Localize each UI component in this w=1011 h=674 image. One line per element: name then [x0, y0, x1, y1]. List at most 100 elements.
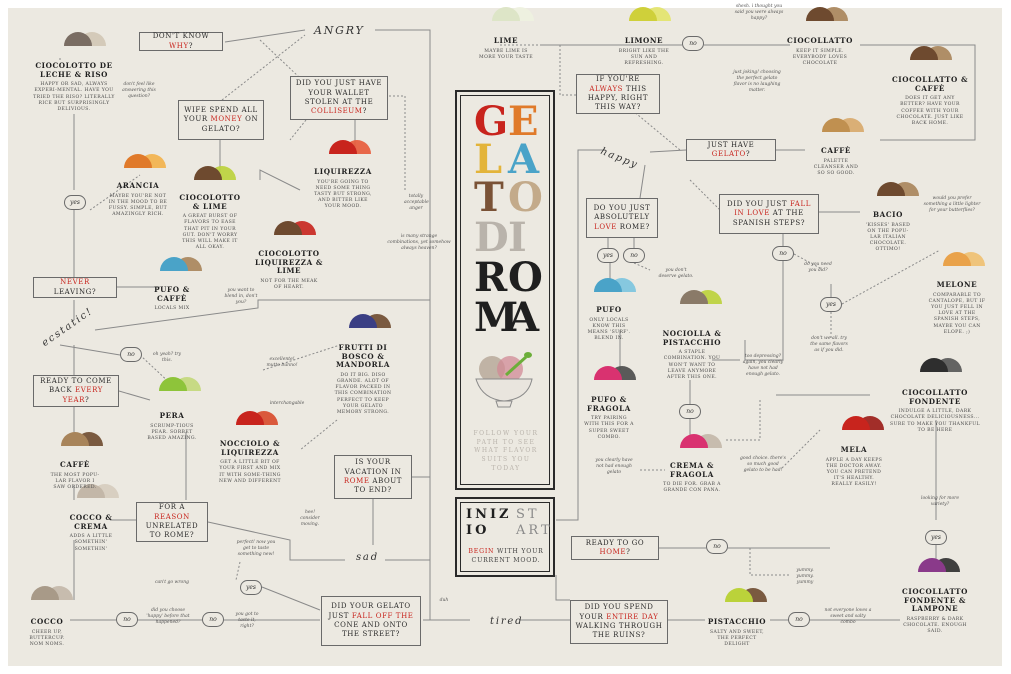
start-word-right-line1: ST [516, 507, 540, 522]
flavor-item: PERA SCRUMP-TIOUS PEAR. SORBET BASED AMAZ… [142, 411, 202, 442]
gelato-scoop-icon [77, 484, 119, 498]
gelato-scoop-icon [31, 586, 73, 600]
no-pill: no [116, 612, 138, 627]
question-highlight: GELATO [711, 150, 746, 158]
flavor-item: LIME MAYBE LIME IS MORE YOUR TASTE [471, 36, 541, 61]
yes-pill: yes [925, 530, 947, 545]
mood-angry: ANGRY [314, 24, 365, 37]
flavor-title: CIOCOLOTTO DE LECHE & RISO [35, 61, 113, 79]
flavor-item: CIOCOLOTTO DE LECHE & RISO HAPPY OR SAD, … [29, 61, 119, 113]
flavor-title: CIOCOLLATTO [787, 36, 853, 45]
flavor-item: CIOCOLLATTO & CAFFÈ DOES IT GET ANY BETTE… [890, 75, 970, 127]
side-note: yummy. yummy. yummy [796, 568, 814, 585]
start-begin: BEGIN [468, 548, 495, 555]
gelato-scoop-icon [725, 588, 767, 602]
mood-tired: tired [490, 616, 524, 627]
gelato-scoop-icon [918, 558, 960, 572]
question-text: WIFE SPEND ALL YOUR MONEY ON GELATO? [183, 106, 259, 134]
flavor-item: BACIO 'KISSES' BASED ON THE POPU-LAR ITAL… [858, 210, 918, 254]
title-card-inner [460, 95, 550, 485]
scoop-front [194, 166, 222, 180]
question-text-part: UNRELATED TO ROME? [145, 522, 199, 540]
question-text-part: DID YOU JUST [727, 199, 790, 208]
question-box: FOR A REASON UNRELATED TO ROME? [136, 502, 208, 542]
question-box: DID YOU JUST FALL IN LOVE AT THE SPANISH… [719, 194, 819, 234]
yes-pill: yes [64, 195, 86, 210]
scoop-front [64, 32, 92, 46]
start-box [455, 497, 555, 577]
side-note: totally acceptable anger [404, 194, 429, 211]
question-text-part: CONE AND ONTO THE STREET? [334, 621, 408, 639]
side-note: perfect! now you get to taste something … [236, 540, 276, 557]
flavor-title: CIOCOLLATTO FONDENTE & LAMPONE [902, 587, 968, 614]
gelato-scoop-icon [492, 7, 534, 21]
question-text-part: ? [188, 41, 194, 50]
side-note: oh yeah? try this. [152, 352, 182, 363]
question-highlight: LOVE [594, 222, 617, 231]
scoop-front [918, 558, 946, 572]
flavor-description: PALETTE CLEANSER AND SO SO GOOD. [813, 158, 859, 177]
flavor-title: LIQUIREZZA [314, 167, 372, 176]
flavor-description: YOU'RE GOING TO NEED SOME THING TASTY BU… [314, 179, 372, 210]
flavor-title: PUFO & FRAGOLA [587, 395, 631, 413]
gelato-scoop-icon [159, 377, 201, 391]
title-card [455, 90, 555, 490]
flavor-title: MELONE [936, 280, 978, 289]
question-text: DID YOU SPEND YOUR ENTIRE DAY WALKING TH… [575, 603, 663, 641]
scoop-front [910, 46, 938, 60]
bowl-scoop-left [479, 356, 505, 382]
question-text: DID YOUR GELATO JUST FALL OFF THE CONE A… [326, 602, 416, 640]
gelato-scoop-icon [806, 7, 848, 21]
scoop-front [680, 290, 708, 304]
question-highlight: REASON [154, 512, 190, 521]
flavor-title: LIMONE [624, 36, 664, 45]
flavor-item: NOCIOLLA & PISTACCHIO A STAPLE COMBINATIO… [657, 329, 727, 381]
gelato-scoop-icon [194, 166, 236, 180]
flavor-title: ARANCIA [116, 181, 160, 190]
flavor-description: SALTY AND SWEET, THE PERFECT DELIGHT [709, 629, 764, 648]
question-highlight: FALL OFF THE [351, 611, 414, 620]
flavor-description: INDULGE A LITTLE, DARK CHOCOLATE DELICIO… [890, 409, 980, 433]
scoop-front [594, 366, 622, 380]
no-pill: no [682, 36, 704, 51]
flavor-title: NOCIOLLA & PISTACCHIO [662, 329, 722, 347]
flavor-title: CIOCOLOTTO & LIME [179, 193, 241, 211]
side-note: good choice. there's so much good gelato… [740, 456, 786, 473]
title-letter: M [474, 294, 519, 341]
title-letter: O [508, 254, 543, 301]
question-text: IF YOU'RE ALWAYS THIS HAPPY, RIGHT THIS … [581, 75, 655, 113]
side-note: you got to taste it, right? [235, 612, 259, 629]
question-text-part: READY TO COME BACK [40, 376, 112, 395]
scoop-front [124, 154, 152, 168]
title-letter: R [474, 254, 508, 301]
scoop-front [492, 7, 520, 21]
start-word-right-line2: ART [516, 523, 553, 539]
question-highlight: HOME [599, 548, 627, 556]
question-text: READY TO COME BACK EVERY YEAR? [38, 377, 114, 405]
question-box: DON'T KNOW WHY? [139, 32, 223, 51]
start-begin-rest: WITH YOUR CURRENT MOOD. [471, 548, 544, 564]
gelato-scoop-icon [160, 257, 202, 271]
question-text: DID YOU JUST FALL IN LOVE AT THE SPANISH… [724, 200, 814, 228]
bowl-base [495, 400, 513, 408]
question-highlight: FALL IN LOVE [734, 199, 811, 218]
flavor-description: CHEER UP, BUTTERCUP. NOM NOMS. [29, 629, 65, 648]
flavor-title: FRUTTI DI BOSCO & MANDORLA [336, 343, 390, 370]
flavor-title: CIOCOLLATTO FONDENTE [902, 388, 968, 406]
scoop-front [943, 252, 971, 266]
question-text-part: JUST HAVE [707, 140, 755, 149]
question-text-part: IF YOU'RE [596, 75, 640, 84]
gelato-scoop-icon [629, 7, 671, 21]
title-letter: D [474, 214, 509, 261]
question-highlight: ENTIRE DAY [606, 612, 659, 621]
flavor-item: CAFFÈ THE MOST POPU-LAR FLAVOR I SAW ORDE… [45, 460, 105, 491]
flavor-item: PISTACCHIO SALTY AND SWEET, THE PERFECT D… [702, 617, 772, 648]
no-pill: no [623, 248, 645, 263]
scoop-front [920, 358, 948, 372]
question-text-part: ? [85, 395, 90, 404]
no-pill: no [679, 404, 701, 419]
question-box: DO YOU JUST ABSOLUTELY LOVE ROME? [586, 198, 658, 238]
scoop-front [236, 411, 264, 425]
flavor-description: TRY PAIRING WITH THIS FOR A SUPER SWEET … [584, 416, 634, 440]
